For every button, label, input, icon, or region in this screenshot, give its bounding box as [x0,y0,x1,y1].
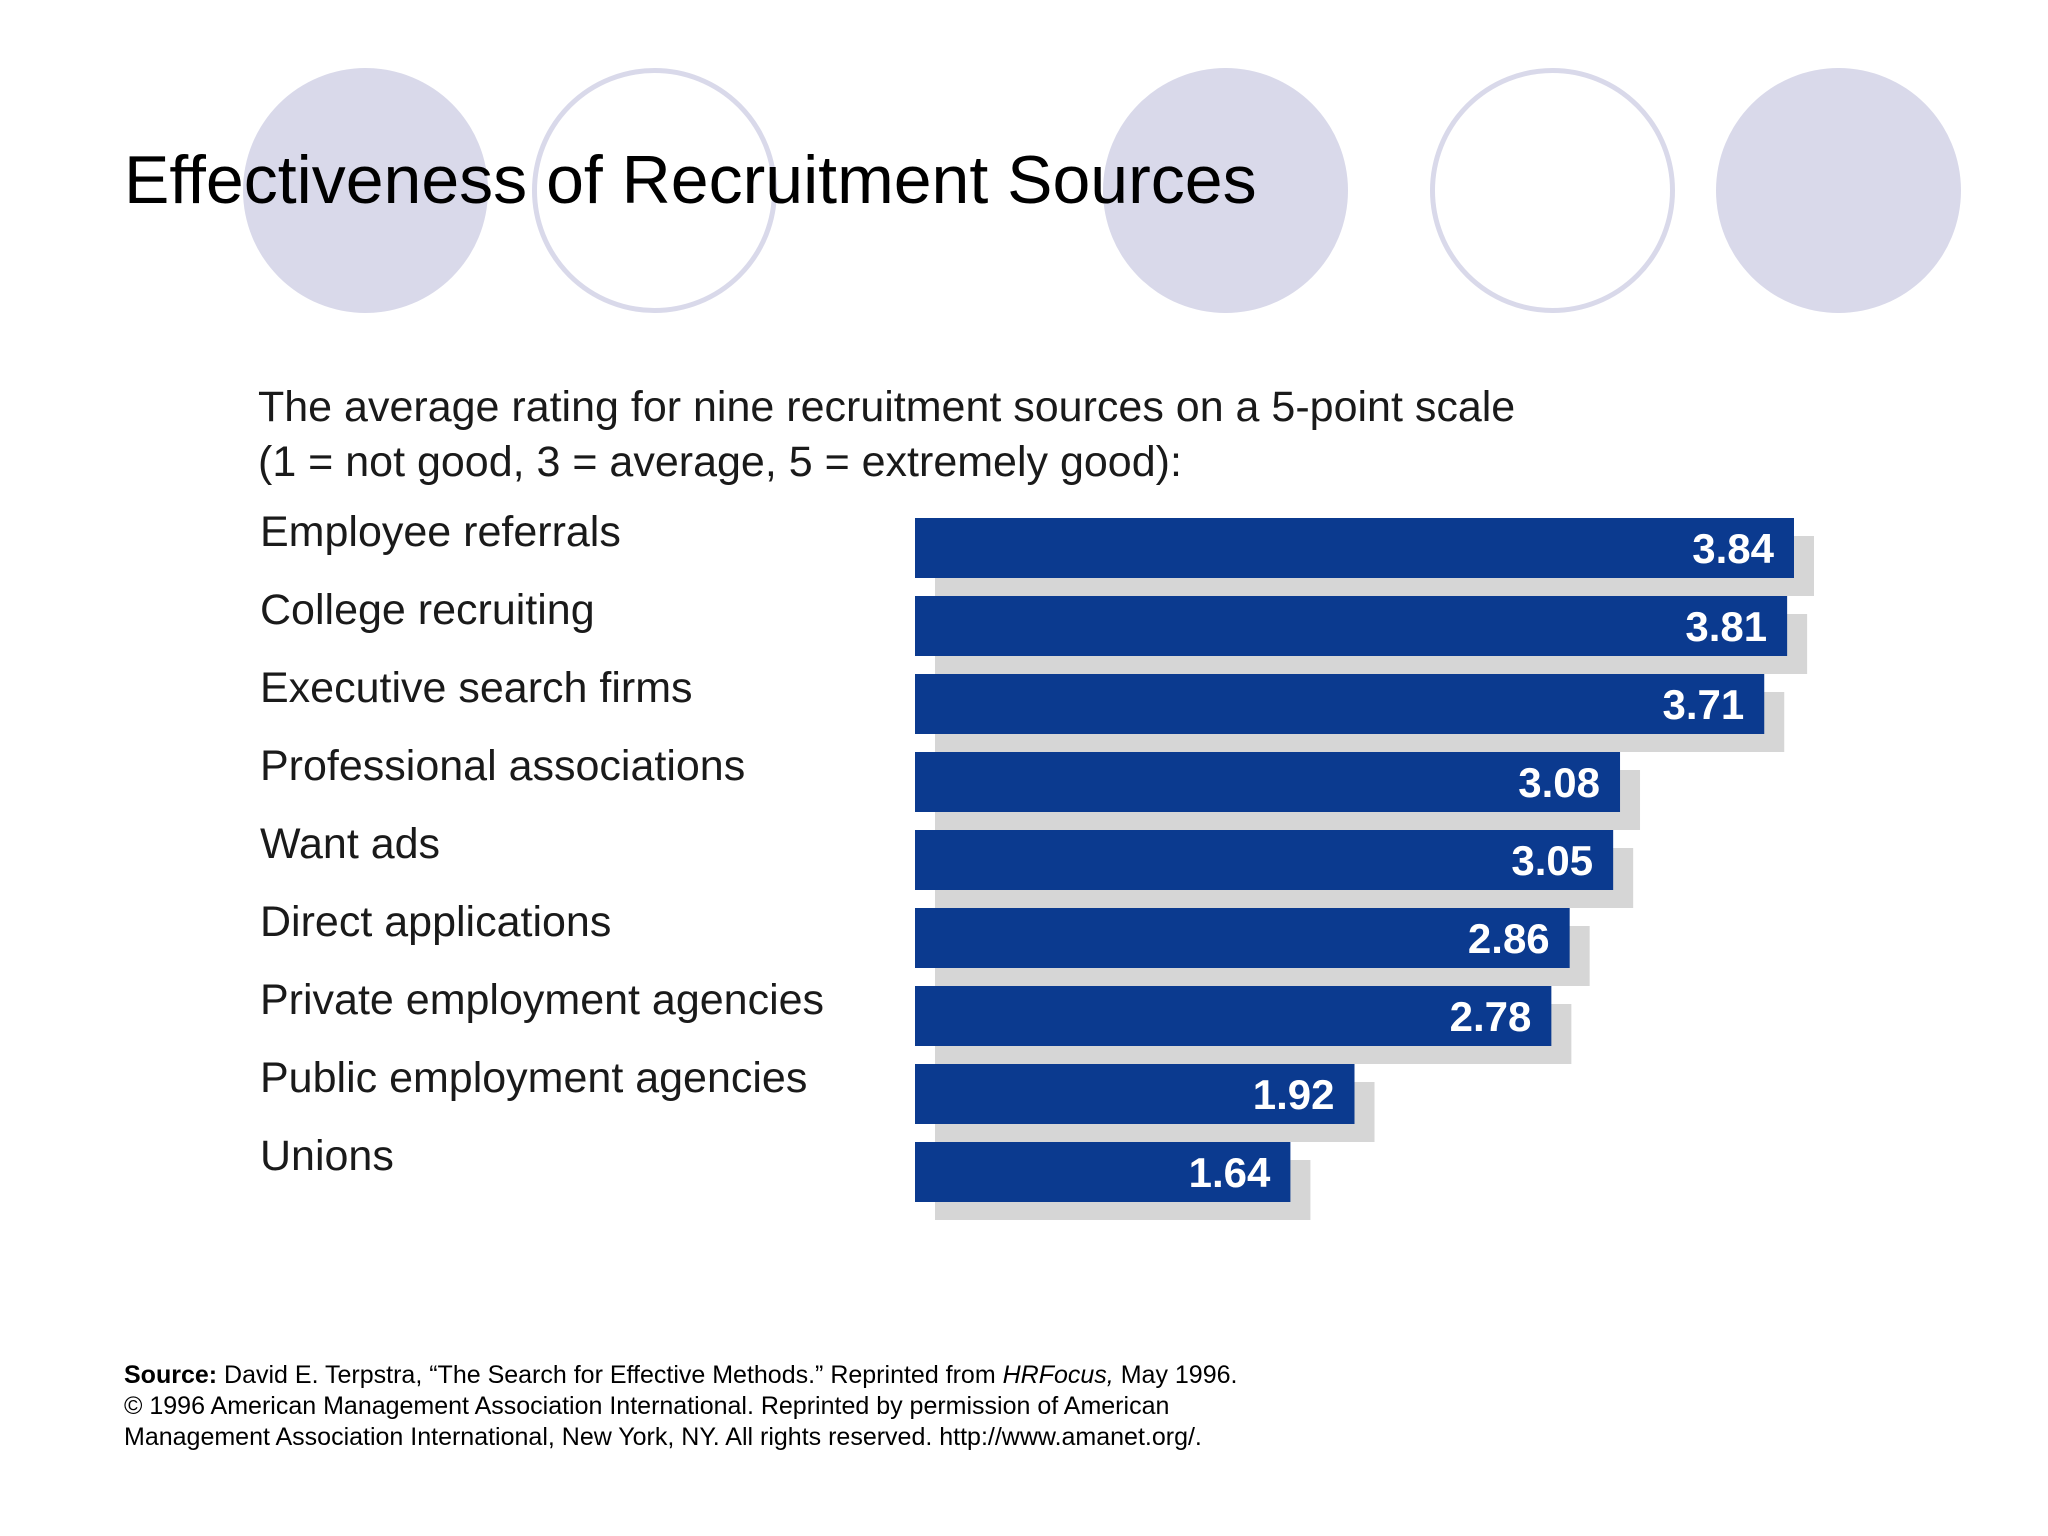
bar [915,596,1788,656]
bar-value-label: 3.71 [1662,681,1744,728]
slide-title: Effectiveness of Recruitment Sources [124,142,1257,218]
category-label: Employee referrals [260,508,621,556]
category-label: Executive search firms [260,664,693,712]
source-note: Source: David E. Terpstra, “The Search f… [124,1360,1237,1453]
bar [915,518,1794,578]
decorative-circle [243,68,488,313]
source-line-1: Source: David E. Terpstra, “The Search f… [124,1360,1237,1391]
category-label: Public employment agencies [260,1054,807,1102]
bar [915,830,1614,890]
decorative-ring [532,68,777,313]
bar [915,1064,1355,1124]
category-label: Private employment agencies [260,976,824,1024]
bar-chart: 3.84 Employee referrals 3.81 College recrui… [260,508,1814,1220]
bar-value-label: 3.08 [1518,759,1600,806]
bar [915,752,1621,812]
source-label: Source: [124,1361,218,1389]
source-line-2: © 1996 American Management Association I… [124,1392,1170,1420]
chart-caption-line-1: The average rating for nine recruitment … [258,383,1516,431]
source-publication: HRFocus, [1002,1361,1114,1389]
chart-caption-line-2: (1 = not good, 3 = average, 5 = extremel… [258,438,1182,486]
bar-value-label: 2.78 [1450,993,1532,1040]
bar-value-label: 2.86 [1468,915,1550,962]
bar-value-label: 3.05 [1511,837,1593,884]
bar-value-label: 1.92 [1253,1071,1335,1118]
bar [915,908,1570,968]
decorative-circle [1103,68,1348,313]
chart-caption: The average rating for nine recruitment … [258,380,1758,490]
decorative-circle [1716,68,1961,313]
category-label: Professional associations [260,742,745,790]
category-label: Want ads [260,820,440,868]
source-citation: David E. Terpstra, “The Search for Effec… [224,1361,1003,1389]
bar-value-label: 3.81 [1685,603,1767,650]
bar [915,986,1552,1046]
source-line-3: Management Association International, Ne… [124,1423,1202,1451]
decorative-ring [1430,68,1675,313]
source-date: May 1996. [1113,1361,1238,1389]
bar [915,1142,1291,1202]
bar-value-label: 1.64 [1189,1149,1271,1196]
bar-value-label: 3.84 [1692,525,1774,572]
category-label: College recruiting [260,586,595,634]
bar [915,674,1765,734]
category-label: Direct applications [260,898,611,946]
category-label: Unions [260,1132,394,1180]
